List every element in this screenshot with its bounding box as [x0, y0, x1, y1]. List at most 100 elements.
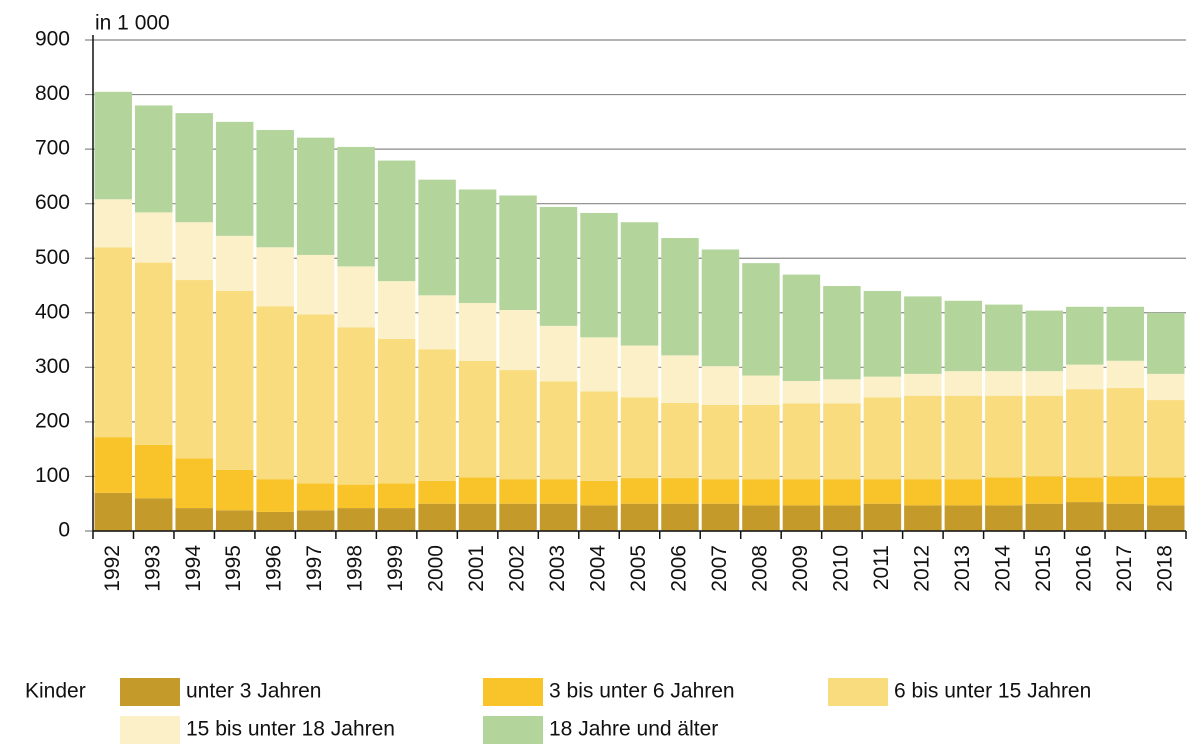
legend-label: 3 bis unter 6 Jahren [549, 680, 735, 703]
bar-segment [499, 310, 537, 371]
bar-segment [985, 371, 1023, 396]
x-tick-label: 2003 [546, 545, 569, 592]
bar-segment [499, 195, 537, 311]
x-tick-label: 1997 [303, 545, 326, 592]
bar-segment [863, 376, 902, 398]
bar-segment [782, 403, 821, 480]
bar-segment [175, 458, 213, 509]
x-tick-label: 2000 [425, 545, 448, 592]
bar-segment [337, 266, 375, 328]
bar-segment [256, 479, 294, 512]
bar-segment [539, 479, 578, 504]
bar-segment [458, 503, 497, 531]
bar-segment [337, 484, 375, 509]
bar-segment [296, 483, 335, 511]
bar-segment [134, 262, 173, 445]
bar-segment [458, 360, 497, 478]
bar-segment [377, 483, 416, 509]
bar-segment [539, 206, 578, 326]
legend-label: 18 Jahre und älter [549, 718, 718, 741]
legend-label: 6 bis unter 15 Jahren [894, 680, 1091, 703]
bar-segment [337, 327, 375, 485]
legend-label: 15 bis unter 18 Jahren [186, 718, 395, 741]
bar-segment [499, 503, 537, 531]
bar-segment [904, 395, 942, 480]
bar-segment [1025, 310, 1064, 372]
y-tick-label: 400 [35, 300, 70, 323]
legend-label: unter 3 Jahren [186, 680, 321, 703]
y-tick-label: 500 [35, 246, 70, 269]
bar-segment [1147, 373, 1185, 401]
x-tick-label: 2013 [951, 545, 974, 592]
bar-segment [985, 505, 1023, 531]
bar-segment [418, 480, 456, 504]
bar-segment [539, 503, 578, 531]
x-tick-label: 2005 [627, 545, 650, 592]
y-tick-label: 600 [35, 191, 70, 214]
bar-segment [418, 349, 456, 481]
bar-segment [418, 503, 456, 531]
legend-swatch [120, 716, 180, 744]
bar-segment [985, 395, 1023, 478]
bar-segment [256, 130, 294, 248]
bar-segment [539, 325, 578, 382]
bar-segment [782, 505, 821, 531]
bar-segment [296, 510, 335, 531]
bar-segment [701, 503, 740, 531]
bar-segment [904, 479, 942, 506]
bar-segment [580, 480, 618, 506]
bar-segment [701, 479, 740, 504]
bar-segment [175, 508, 213, 531]
bar-segment [620, 478, 659, 504]
bar-segment [863, 479, 902, 504]
bar-segment [337, 508, 375, 531]
bar-segment [94, 199, 132, 248]
bar-segment [134, 105, 173, 213]
bar-segment [701, 249, 740, 367]
bar-segment [458, 477, 497, 504]
bar-segment [256, 511, 294, 531]
bar-segment [1066, 477, 1104, 503]
bar-segment [134, 444, 173, 499]
x-tick-label: 1994 [182, 545, 205, 592]
y-tick-label: 100 [35, 464, 70, 487]
bar-segment [1066, 502, 1104, 531]
bar-segment [1147, 312, 1185, 374]
bar-segment [742, 263, 780, 376]
bar-segment [661, 503, 699, 531]
x-tick-label: 2014 [991, 545, 1014, 592]
y-tick-label: 0 [58, 519, 70, 542]
x-tick-label: 2010 [829, 545, 852, 592]
bar-segment [823, 479, 861, 506]
bar-segment [1106, 476, 1145, 504]
x-tick-label: 2001 [465, 545, 488, 592]
x-tick-label: 1993 [141, 545, 164, 592]
x-tick-label: 2015 [1032, 545, 1055, 592]
bar-segment [944, 395, 983, 480]
bar-segment [944, 505, 983, 531]
bar-segment [1106, 306, 1145, 361]
bar-segment [377, 338, 416, 484]
bar-segment [377, 160, 416, 282]
x-tick-label: 2002 [506, 545, 529, 592]
x-tick-label: 2016 [1072, 545, 1095, 592]
bar-segment [94, 492, 132, 531]
bar-segment [296, 254, 335, 315]
bar-segment [701, 404, 740, 480]
x-tick-label: 2006 [668, 545, 691, 592]
legend-swatch [828, 678, 888, 706]
bar-segment [580, 505, 618, 531]
y-tick-label: 800 [35, 82, 70, 105]
x-tick-label: 1995 [222, 545, 245, 592]
x-tick-label: 2011 [870, 545, 893, 590]
bar-segment [661, 355, 699, 403]
legend-swatch [483, 716, 543, 744]
bar-segment [296, 314, 335, 484]
bar-segment [1147, 505, 1185, 531]
bar-segment [256, 247, 294, 307]
bar-segment [256, 306, 294, 480]
x-tick-label: 1992 [101, 545, 124, 592]
legend-title: Kinder [25, 680, 86, 703]
bar-segment [661, 402, 699, 479]
bar-segment [701, 366, 740, 405]
